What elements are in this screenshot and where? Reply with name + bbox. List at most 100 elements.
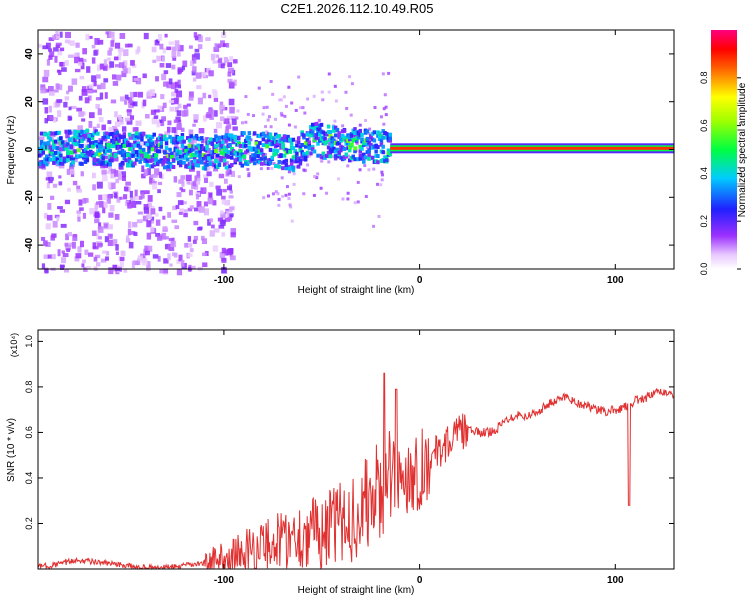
spectrogram-cell [148,145,153,150]
spectrogram-cell [103,194,108,201]
spectrogram-cell [282,95,286,99]
spectrogram-cell [252,114,256,118]
spectrogram-cell [115,145,119,150]
spectrogram-cell [173,138,178,143]
spectrogram-cell [177,200,184,206]
spectrogram-cell [300,154,304,159]
spectrogram-cell [45,157,49,162]
spectrogram-cell [349,155,354,160]
spectrogram-cell [259,167,263,171]
spectrogram-cell [167,120,172,126]
colorbar-tick-label: 0.0 [699,263,709,276]
spectrogram-cell [48,105,52,113]
spectrogram-cell [128,97,132,104]
spectrogram-cell [148,137,153,142]
spectrogram-cell [96,233,100,240]
spectrogram-cell [221,247,226,254]
spectrogram-cell [108,267,114,275]
spectrogram-cell [111,152,116,157]
spectrogram-cell [323,141,327,146]
spectrogram-cell [143,158,148,163]
spectrogram-cell [143,169,149,177]
spectrogram-cell [215,54,220,58]
spectrogram-cell [372,130,377,135]
spectrogram-cell [219,116,225,122]
spectrogram-cell [53,139,58,144]
spectrogram-cell [45,145,49,150]
spectrogram-cell [148,220,155,224]
spectrogram-cell [325,191,329,195]
spectrogram-cell [101,160,105,165]
spectrogram-cell [351,128,355,133]
spectrogram-cell [377,214,381,218]
spectrogram-cell [159,43,164,50]
spectrogram-cell [148,141,153,146]
spectrogram-cell [347,143,352,148]
spectrogram-cell [164,141,169,146]
spectrogram-cell [62,156,67,161]
colorbar-tick-label: 0.8 [699,72,709,85]
spectrogram-cell [290,101,294,105]
spectrogram-cell [66,168,71,175]
spectrogram-cell [160,94,165,100]
spectrogram-cell [94,142,98,147]
spectrogram-cell [144,245,149,252]
spectrogram-cell [332,125,336,130]
spectrogram-cell [356,157,361,162]
spectrogram-cell [176,90,183,98]
spectrogram-cell [202,262,208,268]
spectrogram-cell [307,143,311,148]
spectrogram-cell [97,226,104,233]
spectrogram-cell [76,140,81,145]
spectrogram-cell [161,232,167,240]
spectrogram-cell [107,50,112,56]
spectrogram-cell [188,181,193,185]
spectrogram-cell [353,146,358,151]
spectrogram-cell [80,129,84,134]
spectrogram-cell [302,192,306,196]
spectrogram-cell [54,55,58,63]
spectrogram-cell [195,192,201,196]
spectrogram-cell [353,130,357,135]
spectrogram-cell [191,144,195,149]
spectrogram-cell [170,138,174,143]
spectrogram-cell [309,151,313,156]
spectrogram-cell [346,164,350,168]
spectrogram-cell [245,136,250,141]
spectrogram-cell [233,158,237,163]
spectrogram-cell [54,214,60,219]
spectrogram-cell [237,157,241,162]
spectrogram-cell [103,59,108,66]
spectrogram-cell [159,268,164,274]
spectrogram-cell [52,118,57,123]
spectrogram-cell [189,205,194,209]
spectrogram-cell [178,254,183,262]
spectrogram-cell [251,157,255,162]
spectrogram-cell [318,127,322,132]
spectrogram-cell [164,159,169,164]
spectrogram-cell [52,143,56,148]
spectrogram-cell [140,131,144,136]
spectrogram-cell [224,165,229,170]
spectrogram-cell [271,92,275,96]
spectrogram-cell [126,143,130,148]
spectrogram-cell [229,163,234,168]
spectrogram-cell [191,70,196,76]
spectrogram-cell [334,99,338,103]
spectrogram-cell [175,116,181,122]
spectrogram-cell [323,136,327,141]
spectrogram-cell [103,151,107,156]
spectrogram-cell [189,162,193,167]
spectrogram-cell [98,236,102,240]
spectrogram-cell [192,139,197,144]
spectrogram-cell [175,156,179,161]
spectrogram-cell [124,94,129,100]
spectrogram-cell [259,132,264,137]
spectrogram-cell [221,266,227,274]
spectrogram-cell [365,146,369,150]
spectrogram-cell [48,145,53,150]
spectrogram-cell [174,252,178,258]
spectrogram-cell [92,230,97,237]
spectrogram-cell [381,72,385,76]
spectrogram-cell [184,148,189,153]
